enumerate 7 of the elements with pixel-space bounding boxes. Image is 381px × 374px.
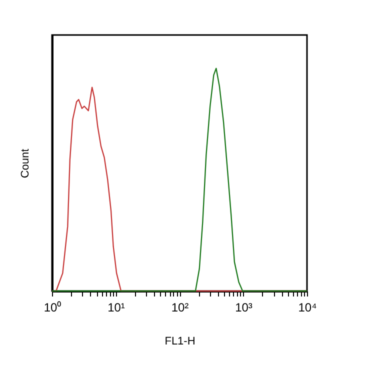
x-tick-label: 10² — [171, 300, 189, 314]
x-tick-label: 10³ — [235, 300, 252, 314]
x-tick-label: 10¹ — [108, 300, 125, 314]
x-tick-label: 10⁴ — [298, 300, 317, 314]
x-axis-title: FL1-H — [164, 336, 196, 348]
x-tick-label: 10⁰ — [44, 300, 62, 314]
y-axis-title: Count — [20, 148, 32, 178]
